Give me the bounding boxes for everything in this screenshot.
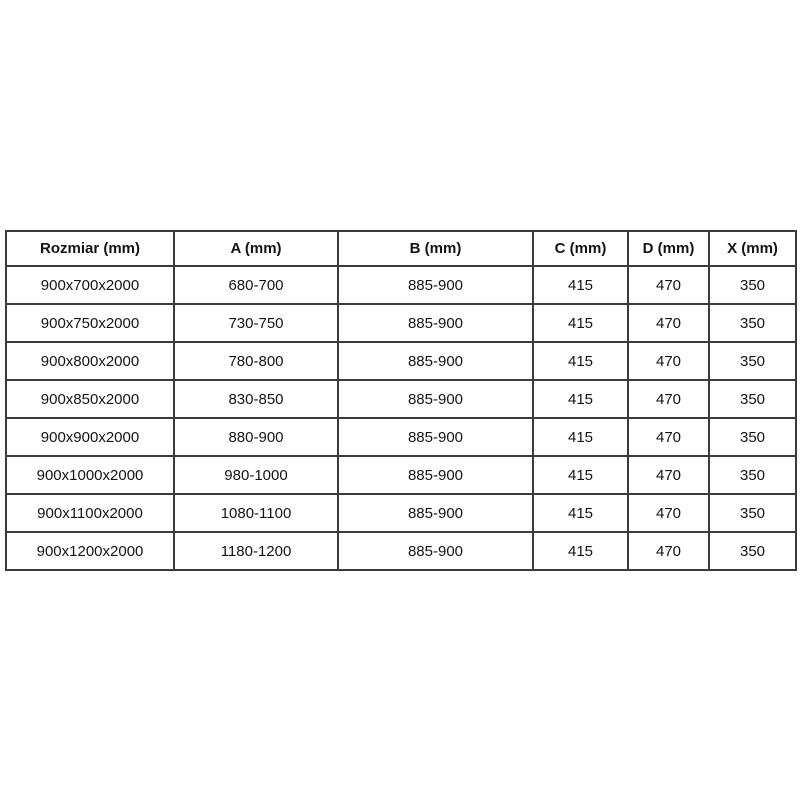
- table-cell: 415: [532, 379, 629, 419]
- table-row: 900x800x2000 780-800 885-900 415 470 350: [5, 341, 797, 381]
- table-cell: 470: [627, 531, 710, 571]
- table-cell: 415: [532, 455, 629, 495]
- table-cell: 350: [708, 303, 797, 343]
- table-cell: 830-850: [173, 379, 339, 419]
- table-row: 900x1200x2000 1180-1200 885-900 415 470 350: [5, 531, 797, 571]
- table-cell: 900x750x2000: [5, 303, 175, 343]
- table-cell: 780-800: [173, 341, 339, 381]
- table-cell: 980-1000: [173, 455, 339, 495]
- table-cell: 470: [627, 493, 710, 533]
- table-cell: 470: [627, 341, 710, 381]
- table-cell: 470: [627, 303, 710, 343]
- table-cell: 350: [708, 417, 797, 457]
- table-header: Rozmiar (mm) A (mm) B (mm) C (mm) D (mm)…: [5, 230, 797, 267]
- table-cell: 470: [627, 265, 710, 305]
- header-d: D (mm): [627, 230, 710, 267]
- header-rozmiar: Rozmiar (mm): [5, 230, 175, 267]
- header-x: X (mm): [708, 230, 797, 267]
- header-a: A (mm): [173, 230, 339, 267]
- table-row: 900x1000x2000 980-1000 885-900 415 470 350: [5, 455, 797, 495]
- table-cell: 350: [708, 379, 797, 419]
- table-cell: 885-900: [337, 265, 534, 305]
- table-cell: 885-900: [337, 417, 534, 457]
- table-cell: 415: [532, 303, 629, 343]
- dimensions-table: Rozmiar (mm) A (mm) B (mm) C (mm) D (mm)…: [5, 230, 797, 571]
- table-cell: 1180-1200: [173, 531, 339, 571]
- table-row: 900x850x2000 830-850 885-900 415 470 350: [5, 379, 797, 419]
- table-cell: 900x700x2000: [5, 265, 175, 305]
- table-cell: 900x1000x2000: [5, 455, 175, 495]
- table-cell: 900x1200x2000: [5, 531, 175, 571]
- table-cell: 350: [708, 493, 797, 533]
- table-cell: 900x1100x2000: [5, 493, 175, 533]
- table-cell: 900x800x2000: [5, 341, 175, 381]
- table-cell: 885-900: [337, 493, 534, 533]
- table-cell: 885-900: [337, 341, 534, 381]
- header-b: B (mm): [337, 230, 534, 267]
- table-cell: 470: [627, 417, 710, 457]
- table-row: 900x1100x2000 1080-1100 885-900 415 470 350: [5, 493, 797, 533]
- table-cell: 470: [627, 455, 710, 495]
- table-cell: 415: [532, 417, 629, 457]
- table-cell: 350: [708, 265, 797, 305]
- table-row: 900x900x2000 880-900 885-900 415 470 350: [5, 417, 797, 457]
- table-header-row: Rozmiar (mm) A (mm) B (mm) C (mm) D (mm)…: [5, 230, 797, 267]
- table-row: 900x700x2000 680-700 885-900 415 470 350: [5, 265, 797, 305]
- table-cell: 880-900: [173, 417, 339, 457]
- table-cell: 415: [532, 493, 629, 533]
- table-cell: 900x850x2000: [5, 379, 175, 419]
- table-cell: 470: [627, 379, 710, 419]
- header-c: C (mm): [532, 230, 629, 267]
- table-cell: 415: [532, 341, 629, 381]
- table-cell: 885-900: [337, 303, 534, 343]
- table-cell: 885-900: [337, 379, 534, 419]
- table-cell: 350: [708, 531, 797, 571]
- table-cell: 1080-1100: [173, 493, 339, 533]
- table-body: 900x700x2000 680-700 885-900 415 470 350 900x7…: [5, 265, 797, 571]
- table-cell: 730-750: [173, 303, 339, 343]
- table-cell: 900x900x2000: [5, 417, 175, 457]
- table-cell: 415: [532, 531, 629, 571]
- table-row: 900x750x2000 730-750 885-900 415 470 350: [5, 303, 797, 343]
- table-cell: 885-900: [337, 531, 534, 571]
- table-cell: 415: [532, 265, 629, 305]
- table-cell: 885-900: [337, 455, 534, 495]
- table-cell: 680-700: [173, 265, 339, 305]
- table-cell: 350: [708, 455, 797, 495]
- table-cell: 350: [708, 341, 797, 381]
